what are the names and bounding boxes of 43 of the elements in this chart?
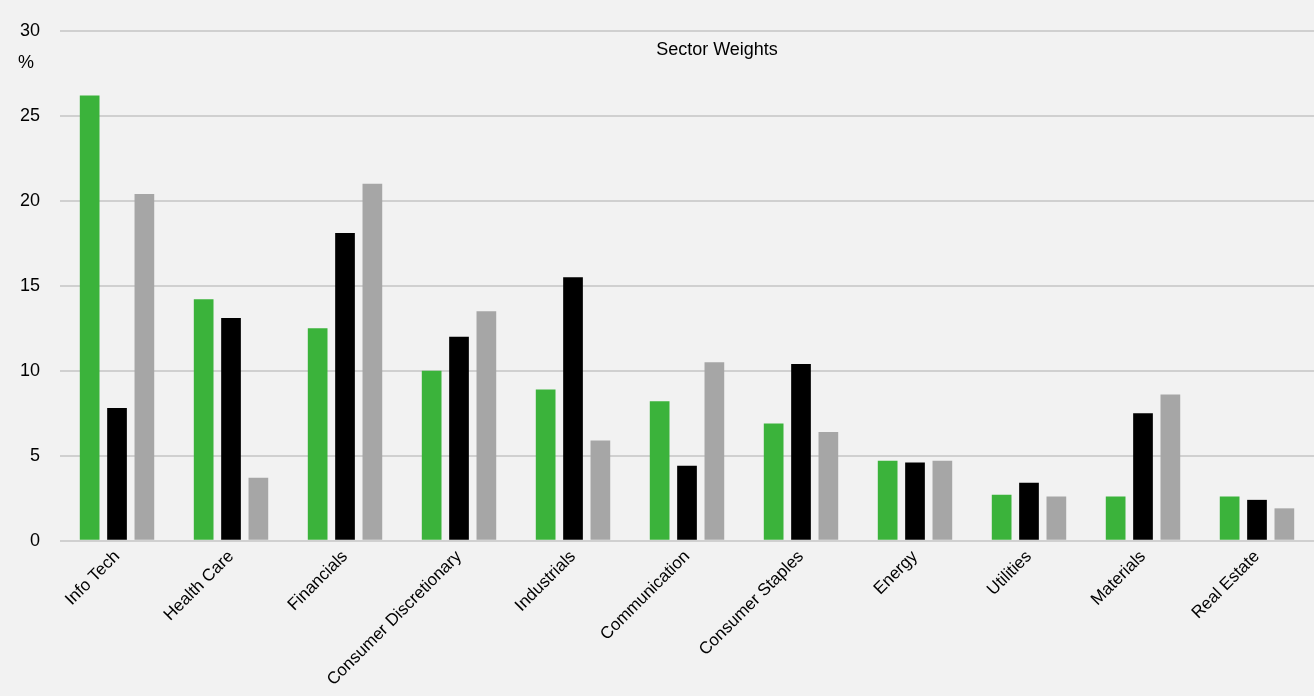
bar xyxy=(677,465,697,540)
bar xyxy=(79,95,100,540)
y-tick-label: 0 xyxy=(30,529,41,550)
bar xyxy=(248,477,269,540)
bar xyxy=(307,328,328,540)
bar xyxy=(1046,496,1067,540)
bar xyxy=(476,311,497,540)
bar xyxy=(991,494,1012,540)
bar xyxy=(193,299,214,540)
bar xyxy=(590,440,611,540)
bar xyxy=(818,431,839,540)
y-tick-label: 20 xyxy=(19,189,41,210)
bar xyxy=(362,183,383,540)
chart-title: Sector Weights xyxy=(656,38,778,59)
bar xyxy=(905,462,925,540)
bar xyxy=(221,318,241,540)
bar xyxy=(704,362,725,540)
bar xyxy=(877,460,898,540)
bar xyxy=(421,370,442,540)
x-tick-label: Info Tech xyxy=(61,546,124,609)
bar xyxy=(449,336,469,540)
bar xyxy=(1160,394,1181,540)
y-tick-label: 10 xyxy=(19,359,41,380)
y-tick-label: 15 xyxy=(19,274,41,295)
bar xyxy=(134,193,155,540)
bar xyxy=(1274,508,1295,540)
bar xyxy=(1105,496,1126,540)
bar xyxy=(107,408,127,540)
bar xyxy=(649,401,670,540)
bar xyxy=(1019,482,1039,540)
bar xyxy=(535,389,556,540)
y-tick-label: 30 xyxy=(19,19,41,40)
bar xyxy=(335,233,355,540)
y-axis-title: % xyxy=(17,51,35,72)
bar xyxy=(791,363,811,540)
bar xyxy=(932,460,953,540)
bar xyxy=(563,277,583,540)
y-tick-label: 25 xyxy=(19,104,41,125)
bar xyxy=(1247,499,1267,540)
bar xyxy=(763,423,784,540)
bar xyxy=(1133,413,1153,540)
bar xyxy=(1219,496,1240,540)
y-tick-label: 5 xyxy=(30,444,41,465)
